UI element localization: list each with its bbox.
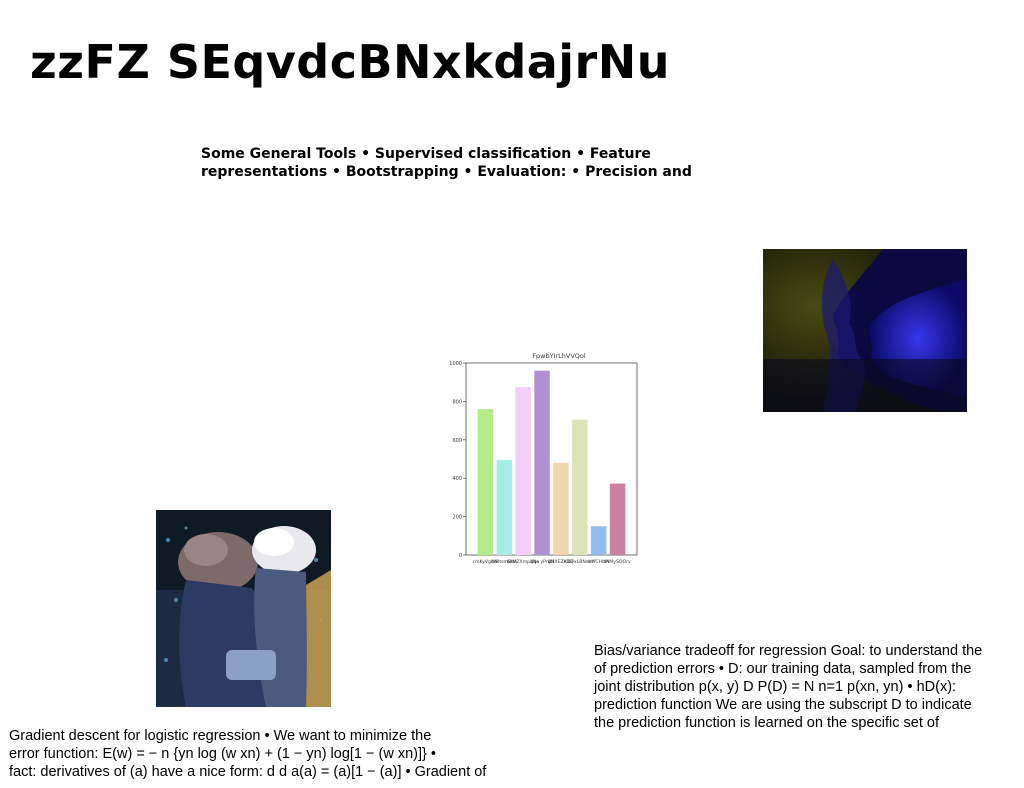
x-tick-label: bHXEZKDQ [548, 559, 574, 565]
bar-bsMZXmpgNa [515, 387, 531, 555]
bias-variance-text: Bias/variance tradeoff for regression Go… [594, 642, 1024, 732]
gradient-line: error function: E(w) = − n {yn log (w xn… [9, 746, 436, 762]
tools-line: Some General Tools • Supervised classifi… [201, 146, 651, 162]
bar-tAMySOOrv [609, 483, 626, 555]
bar-cGFxLBNdbY [572, 419, 588, 555]
x-tick-label: bsMZXmpgNa [507, 559, 539, 565]
bias-line: prediction function We are using the sub… [594, 697, 972, 713]
gradient-line: fact: derivatives of (a) have a nice for… [9, 764, 487, 780]
bias-line: of prediction errors • D: our training d… [594, 661, 972, 677]
bar-chart: FpwbYIrLhVVQol 0 200 400 600 800 1000 cmKyVgb… [447, 348, 643, 570]
tools-line: representations • Bootstrapping • Evalua… [201, 164, 692, 180]
photo-people-in-hats [156, 510, 331, 707]
tools-text: Some General Tools • Supervised classifi… [201, 145, 721, 181]
y-tick-label: 0 [459, 553, 462, 559]
x-tick-label: mYCHbM [588, 559, 609, 565]
plot-frame [465, 362, 638, 556]
photo-two-faces-blue [763, 249, 967, 412]
x-tick-label: WRtsmBbn [492, 559, 517, 565]
bar-mYCHbM [590, 526, 607, 555]
bar-bHXEZKDQ [553, 462, 569, 555]
bias-line: Bias/variance tradeoff for regression Go… [594, 643, 983, 659]
gradient-descent-text: Gradient descent for logistic regression… [9, 727, 569, 781]
x-tick-label: cGFxLBNdbY [565, 559, 594, 565]
bar-Xqo yPnjM [534, 370, 550, 555]
x-tick-label: Xqo yPnjM [530, 559, 554, 565]
y-tick-label: 600 [452, 438, 462, 444]
y-tick-label: 400 [452, 476, 462, 482]
bar-cmKyVgbm [477, 409, 494, 555]
bias-line: joint distribution p(x, y) D P(D) = N n=… [594, 679, 957, 695]
y-tick-label: 1000 [449, 361, 462, 367]
bias-line: the prediction function is learned on th… [594, 715, 939, 731]
y-tick-label: 200 [452, 515, 462, 521]
x-tick-label: cmKyVgbm [473, 559, 499, 565]
x-tick-label: tAMySOOrv [604, 559, 631, 565]
gradient-line: Gradient descent for logistic regression… [9, 728, 432, 744]
bar-WRtsmBbn [496, 459, 513, 555]
slide-title: zzFZ SEqvdcBNxkdajrNu [30, 35, 670, 89]
chart-title: FpwbYIrLhVVQol [532, 352, 586, 360]
y-tick-label: 800 [452, 399, 462, 405]
